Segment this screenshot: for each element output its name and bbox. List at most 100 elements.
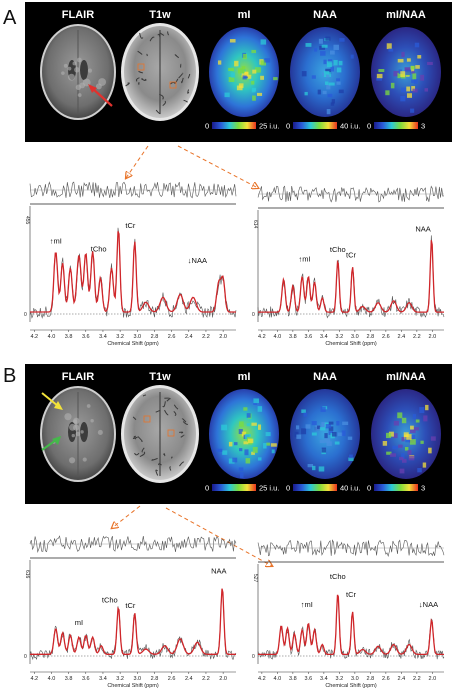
map-voxel: [247, 438, 254, 444]
map-voxel: [342, 421, 349, 426]
map-voxel: [238, 83, 244, 89]
map-voxel: [253, 398, 259, 404]
residual-trace: [257, 185, 445, 203]
naa-map-image: [290, 389, 360, 479]
sulcus: [127, 82, 130, 86]
map-voxel: [328, 59, 333, 63]
map-voxel: [244, 449, 249, 456]
sulcus: [162, 401, 166, 408]
panel-letter: B: [3, 365, 16, 387]
map-voxel: [324, 438, 331, 443]
map-voxel: [320, 51, 326, 56]
map-voxel: [430, 436, 436, 441]
mri-image-label: NAA: [313, 371, 337, 383]
map-voxel: [228, 458, 235, 464]
map-voxel: [399, 468, 405, 474]
map-voxel: [328, 431, 333, 435]
map-voxel: [239, 421, 244, 427]
x-tick-label: 2.6: [168, 676, 176, 682]
map-voxel: [256, 92, 263, 96]
map-voxel: [386, 43, 392, 50]
ventricle: [80, 422, 88, 442]
colorbar-min-label: 0: [286, 484, 290, 493]
map-voxel: [228, 441, 233, 447]
sulcus: [155, 109, 161, 115]
sulcus: [178, 72, 184, 79]
x-tick-label: 3.0: [351, 334, 359, 340]
map-voxel: [348, 457, 354, 462]
ventricle: [80, 60, 88, 80]
map-voxel: [405, 69, 411, 75]
mri-image-label: FLAIR: [62, 9, 94, 21]
map-voxel: [427, 61, 433, 66]
map-voxel: [339, 38, 345, 42]
map-voxel: [325, 74, 330, 78]
x-tick-label: 4.2: [258, 676, 266, 682]
map-voxel: [319, 427, 326, 431]
green-arrow-head: [52, 436, 61, 445]
fit-trace: [30, 231, 236, 313]
map-voxel: [264, 58, 271, 63]
map-voxel: [330, 102, 335, 106]
map-voxel: [241, 431, 247, 437]
sulcus: [159, 32, 165, 36]
map-voxel: [415, 419, 420, 423]
map-voxel: [336, 81, 341, 85]
map-voxel: [257, 406, 263, 412]
map-voxel: [304, 91, 308, 96]
mri-image-label: mI: [238, 371, 251, 383]
map-voxel: [398, 456, 404, 461]
map-voxel: [388, 431, 394, 437]
map-voxel: [260, 75, 264, 80]
map-voxel: [393, 433, 398, 439]
map-voxel: [410, 65, 415, 70]
x-tick-label: 3.8: [289, 676, 297, 682]
map-voxel: [260, 60, 266, 66]
map-voxel: [245, 458, 251, 464]
peak-label: tCr: [346, 590, 357, 599]
map-voxel: [411, 434, 416, 441]
mi-map-image: [209, 27, 279, 117]
mri-image-label: mI: [238, 9, 251, 21]
x-tick-label: 3.6: [82, 676, 90, 682]
x-tick-label: 3.4: [99, 334, 107, 340]
map-voxel: [243, 407, 248, 411]
map-voxel: [326, 441, 332, 446]
sulcus: [181, 77, 184, 84]
sulcus: [134, 452, 140, 456]
y-axis-max-label: 527: [252, 574, 258, 583]
y-axis-zero-label: 0: [24, 654, 27, 660]
map-voxel: [423, 415, 428, 422]
colorbar-max-label: 40 i.u.: [340, 122, 360, 131]
x-axis-title: Chemical Shift (ppm): [325, 683, 377, 689]
map-voxel: [400, 96, 406, 102]
map-voxel: [333, 44, 339, 50]
x-tick-label: 2.6: [168, 334, 176, 340]
map-voxel: [349, 454, 353, 459]
sulcus: [158, 463, 162, 466]
mri-image-label: NAA: [313, 9, 337, 21]
lesion-spot: [64, 413, 72, 421]
red-arrow: [91, 87, 113, 107]
x-tick-label: 2.0: [429, 334, 437, 340]
x-tick-label: 2.4: [398, 676, 406, 682]
map-voxel: [324, 433, 328, 439]
map-voxel: [321, 422, 326, 428]
x-tick-label: 3.6: [305, 334, 313, 340]
sulcus: [180, 434, 185, 438]
map-voxel: [325, 424, 331, 429]
map-voxel: [382, 440, 388, 446]
x-tick-label: 2.8: [367, 334, 375, 340]
x-tick-label: 3.2: [336, 676, 344, 682]
lesion-spot: [69, 423, 76, 431]
map-voxel: [402, 458, 407, 463]
map-voxel: [317, 89, 321, 95]
residual-trace: [257, 539, 445, 557]
map-voxel: [246, 413, 251, 418]
map-voxel: [326, 83, 331, 90]
map-voxel: [328, 426, 334, 431]
map-voxel: [245, 433, 251, 440]
map-voxel: [408, 455, 415, 461]
voxel-marker: [169, 81, 177, 89]
colorbar-min-label: 0: [205, 484, 209, 493]
